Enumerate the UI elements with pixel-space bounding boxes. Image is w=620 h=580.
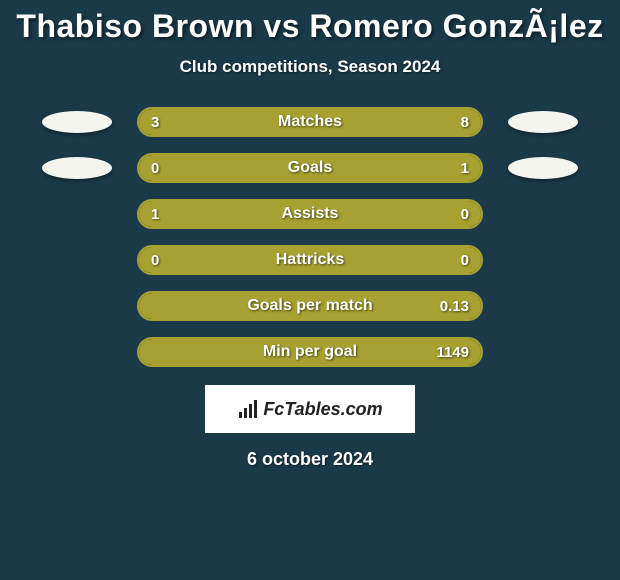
stat-value-right: 8 (449, 109, 481, 135)
stat-value-right: 0 (449, 247, 481, 273)
stat-row: Min per goal1149 (0, 337, 620, 367)
stat-rows: 3Matches80Goals11Assists00Hattricks0Goal… (0, 107, 620, 367)
stat-bar: 3Matches8 (137, 107, 483, 137)
stat-bar: Goals per match0.13 (137, 291, 483, 321)
stat-value-right: 1149 (424, 339, 481, 365)
stat-row: 3Matches8 (0, 107, 620, 137)
stat-bar: 0Goals1 (137, 153, 483, 183)
subtitle: Club competitions, Season 2024 (0, 57, 620, 77)
stat-value-right: 1 (449, 155, 481, 181)
title: Thabiso Brown vs Romero GonzÃ¡lez (0, 8, 620, 45)
infographic-root: Thabiso Brown vs Romero GonzÃ¡lez Club c… (0, 0, 620, 470)
team-logo-right (503, 156, 583, 180)
stat-row: 1Assists0 (0, 199, 620, 229)
stat-bar: 1Assists0 (137, 199, 483, 229)
ellipse-icon (42, 111, 112, 133)
stat-row: Goals per match0.13 (0, 291, 620, 321)
stat-row: 0Hattricks0 (0, 245, 620, 275)
brand-text: FcTables.com (237, 399, 382, 420)
stat-value-right: 0.13 (428, 293, 481, 319)
team-logo-left (37, 156, 117, 180)
brand-label: FcTables.com (263, 399, 382, 420)
stat-bar: 0Hattricks0 (137, 245, 483, 275)
ellipse-icon (508, 111, 578, 133)
stat-value-right: 0 (449, 201, 481, 227)
stat-label: Goals (139, 155, 481, 181)
stat-bar: Min per goal1149 (137, 337, 483, 367)
stat-label: Matches (139, 109, 481, 135)
ellipse-icon (42, 157, 112, 179)
stat-label: Hattricks (139, 247, 481, 273)
ellipse-icon (508, 157, 578, 179)
team-logo-left (37, 110, 117, 134)
team-logo-right (503, 110, 583, 134)
stat-label: Assists (139, 201, 481, 227)
bars-icon (237, 400, 259, 418)
date: 6 october 2024 (0, 449, 620, 470)
brand-box: FcTables.com (205, 385, 415, 433)
stat-row: 0Goals1 (0, 153, 620, 183)
